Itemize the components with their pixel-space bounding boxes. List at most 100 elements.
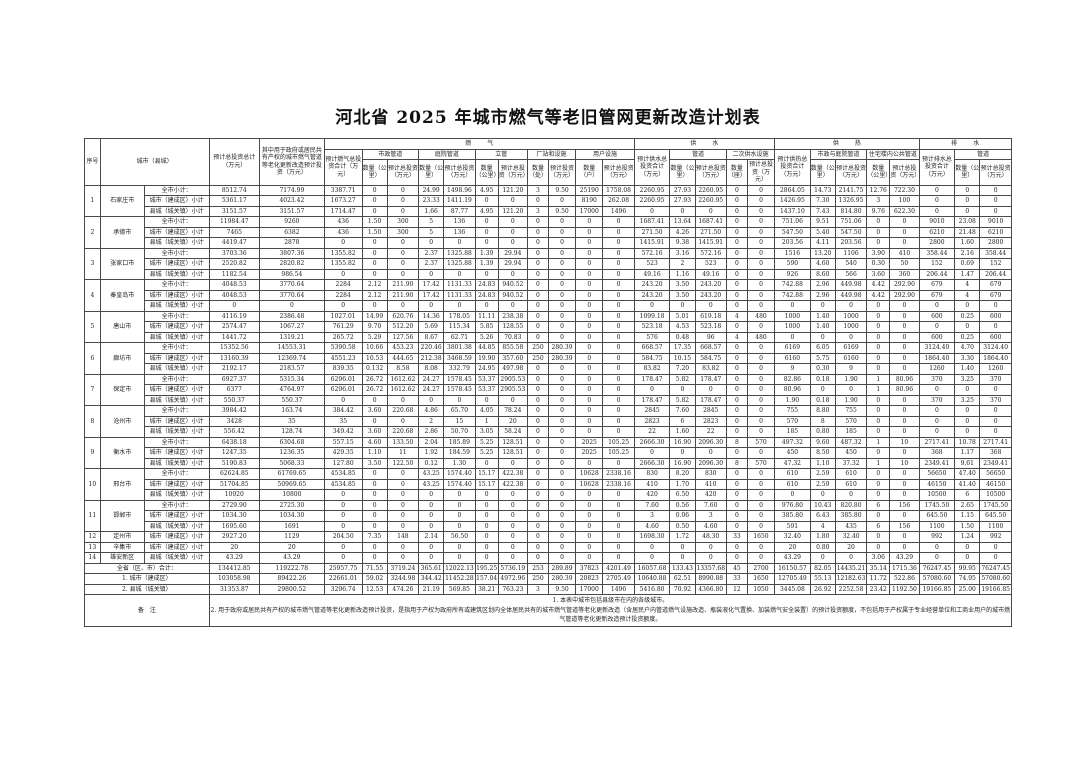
value-cell: 9010 bbox=[979, 216, 1012, 228]
value-cell: 15352.56 bbox=[208, 342, 260, 354]
value-cell: 0 bbox=[979, 321, 1012, 333]
value-cell: 4.53 bbox=[669, 321, 696, 333]
value-cell: 103058.98 bbox=[208, 573, 260, 585]
value-cell: 20 bbox=[208, 541, 260, 553]
subgroup-header-total: 预计供热总投资合计（万元） bbox=[774, 148, 811, 186]
value-cell: 14435.21 bbox=[834, 562, 868, 574]
value-cell: 1415.91 bbox=[694, 237, 727, 249]
value-cell: 6210 bbox=[979, 226, 1012, 238]
value-cell: 0 bbox=[547, 405, 577, 417]
value-cell: 0 bbox=[575, 352, 604, 364]
value-cell: 992 bbox=[918, 531, 956, 543]
value-cell: 13.20 bbox=[809, 247, 836, 259]
value-cell: 8.08 bbox=[418, 363, 445, 375]
value-cell: 289.89 bbox=[547, 562, 577, 574]
row-scope-cell: 县城（城关镇）小计 bbox=[143, 205, 210, 217]
value-cell: 0 bbox=[361, 268, 388, 280]
value-cell: 0 bbox=[575, 384, 604, 396]
value-cell: 195.25 bbox=[474, 562, 499, 574]
value-cell: 0 bbox=[746, 384, 776, 396]
value-cell: 206.44 bbox=[979, 268, 1012, 280]
value-cell: 9.50 bbox=[547, 184, 577, 196]
value-cell: 0 bbox=[918, 184, 956, 196]
leaf-header-qty: 数量（座） bbox=[725, 159, 748, 186]
value-cell: 4534.85 bbox=[323, 478, 363, 490]
table-row: 城市（建成区）小计 13160.39 12369.74 4551.23 10.53 444… bbox=[85, 352, 1012, 364]
value-cell: 0 bbox=[918, 300, 956, 312]
value-cell: 450 bbox=[834, 447, 868, 459]
value-cell: 16.90 bbox=[669, 457, 696, 469]
value-cell: 1.90 bbox=[834, 373, 868, 385]
value-cell: 2820.82 bbox=[258, 258, 325, 270]
value-cell: 1496 bbox=[602, 583, 635, 595]
value-cell: 358.44 bbox=[979, 247, 1012, 259]
value-cell: 80.96 bbox=[774, 384, 811, 396]
table-row: 3 张家口市 全市小计： 3703.36 3807.36 1355.82 0 0 2.37 132… bbox=[84, 247, 1012, 280]
value-cell: 1.92 bbox=[418, 447, 445, 459]
value-cell: 0 bbox=[526, 300, 549, 312]
value-cell: 243.20 bbox=[694, 289, 727, 301]
value-cell: 0 bbox=[526, 394, 549, 406]
table-row: 4 秦皇岛市 全市小计： 4048.53 3770.64 2284 2.12 211.90 17… bbox=[84, 279, 1012, 312]
value-cell: 10 bbox=[889, 436, 920, 448]
value-cell: 0 bbox=[954, 184, 981, 196]
value-cell: 556.42 bbox=[208, 426, 260, 438]
value-cell: 0 bbox=[547, 489, 577, 501]
value-cell: 0 bbox=[725, 184, 748, 196]
value-cell: 0 bbox=[386, 552, 420, 564]
value-cell: 1698.30 bbox=[633, 531, 671, 543]
value-cell: 6304.68 bbox=[258, 436, 325, 448]
value-cell: 211.90 bbox=[386, 289, 420, 301]
value-cell: 0 bbox=[979, 552, 1012, 564]
value-cell: 7.35 bbox=[361, 531, 388, 543]
value-cell: 4.60 bbox=[361, 436, 388, 448]
value-cell: 0 bbox=[386, 541, 420, 553]
value-cell: 0 bbox=[834, 331, 868, 343]
value-cell: 449.98 bbox=[834, 289, 868, 301]
value-cell: 0 bbox=[746, 405, 776, 417]
value-cell: 0 bbox=[575, 258, 604, 270]
value-cell: 3 bbox=[633, 510, 671, 522]
value-cell: 8 bbox=[725, 457, 748, 469]
value-cell: 722.30 bbox=[889, 184, 920, 196]
value-cell: 3.25 bbox=[954, 373, 981, 385]
value-cell: 1260 bbox=[979, 363, 1012, 375]
value-cell: 14.99 bbox=[361, 310, 388, 322]
note-line: 2. 用于政府或居民共有产权的城市燃气管道等老化更新改造预计投资，是指用于产权为… bbox=[210, 606, 1011, 624]
value-cell: 0 bbox=[602, 405, 635, 417]
value-cell: 0 bbox=[602, 426, 635, 438]
value-cell: 14.36 bbox=[418, 310, 445, 322]
value-cell: 1.16 bbox=[669, 268, 696, 280]
value-cell: 0 bbox=[746, 499, 776, 511]
table-row: 城市（建成区）小计 3428 35 35 0 0 2 15 1 20 0 0 0 0 2823 6 2823 0 0… bbox=[85, 415, 1012, 427]
value-cell: 3.60 bbox=[361, 405, 388, 417]
value-cell: 20 bbox=[774, 541, 811, 553]
value-cell: 385.80 bbox=[774, 510, 811, 522]
value-cell: 0 bbox=[497, 216, 528, 228]
value-cell: 420 bbox=[633, 489, 671, 501]
value-cell: 0 bbox=[575, 226, 604, 238]
value-cell: 0 bbox=[866, 352, 891, 364]
row-scope-cell: 县城（城关镇）小计 bbox=[143, 552, 210, 564]
value-cell: 21.19 bbox=[418, 583, 445, 595]
value-cell: 59.02 bbox=[361, 573, 388, 585]
value-cell: 156 bbox=[889, 499, 920, 511]
value-cell: 0 bbox=[575, 520, 604, 532]
table-row: 县城（城关镇）小计 2192.17 2183.57 839.35 0.132 8.58 8.… bbox=[85, 363, 1012, 375]
value-cell: 7.60 bbox=[669, 405, 696, 417]
value-cell: 0 bbox=[497, 541, 528, 553]
value-cell: 3 bbox=[866, 195, 891, 207]
serial-cell: 14 bbox=[84, 552, 101, 564]
value-cell: 839.35 bbox=[323, 363, 363, 375]
value-cell: 0 bbox=[526, 405, 549, 417]
value-cell: 0 bbox=[575, 268, 604, 280]
value-cell: 2.12 bbox=[361, 289, 388, 301]
value-cell: 2183.57 bbox=[258, 363, 325, 375]
value-cell: 0 bbox=[866, 300, 891, 312]
value-cell: 0 bbox=[497, 457, 528, 469]
value-cell: 0.18 bbox=[809, 373, 836, 385]
value-cell: 0 bbox=[474, 195, 499, 207]
value-cell: 0 bbox=[443, 510, 476, 522]
value-cell: 610 bbox=[834, 468, 868, 480]
value-cell: 0 bbox=[725, 195, 748, 207]
